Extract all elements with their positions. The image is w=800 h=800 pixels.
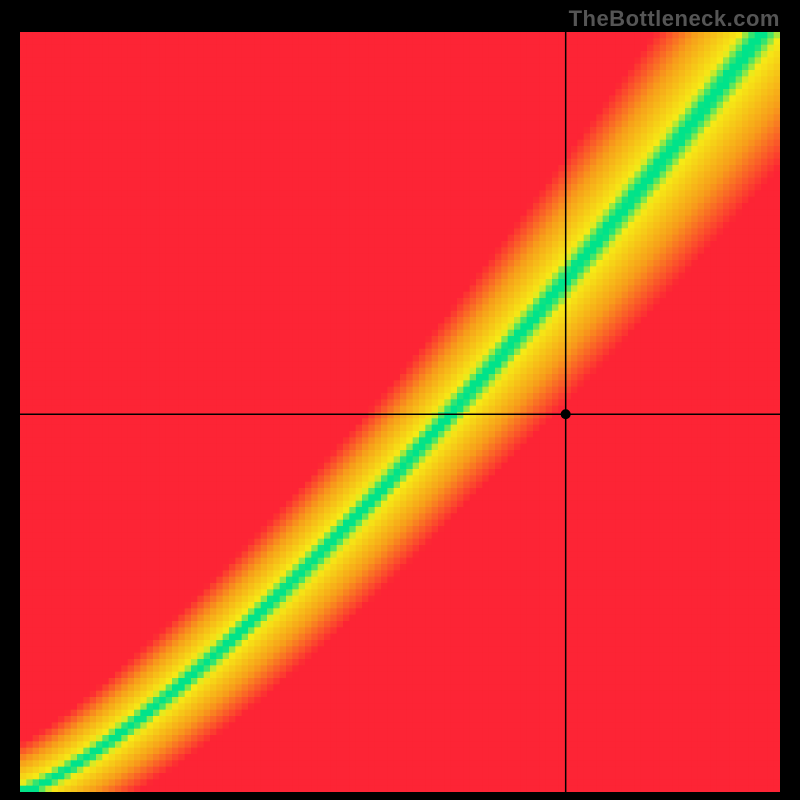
bottleneck-heatmap: [20, 32, 780, 792]
watermark-text: TheBottleneck.com: [569, 6, 780, 32]
chart-container: TheBottleneck.com: [0, 0, 800, 800]
